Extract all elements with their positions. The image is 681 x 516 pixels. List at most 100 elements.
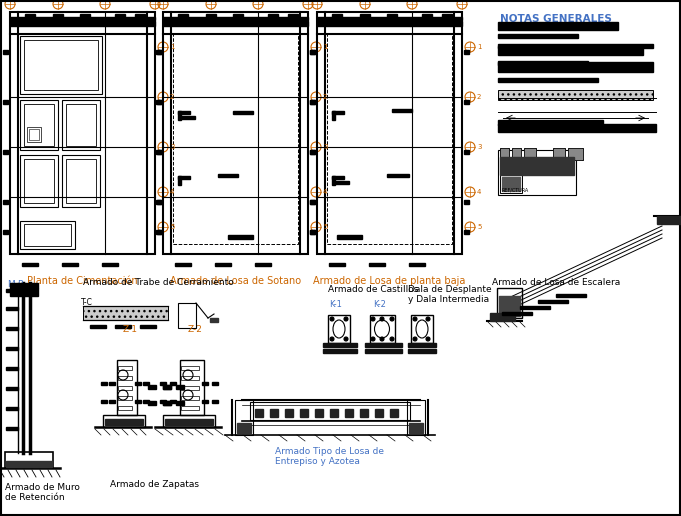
Bar xyxy=(143,400,149,403)
Bar xyxy=(20,221,75,249)
Bar xyxy=(103,415,145,427)
Text: 5: 5 xyxy=(477,224,481,230)
Bar xyxy=(497,288,522,318)
Bar xyxy=(62,263,78,266)
Bar xyxy=(181,396,199,400)
Bar xyxy=(29,129,39,140)
Bar xyxy=(24,40,98,90)
Bar xyxy=(330,409,338,417)
Bar xyxy=(24,104,54,146)
Bar xyxy=(181,376,199,380)
Bar xyxy=(6,407,18,410)
Bar xyxy=(235,400,253,435)
Circle shape xyxy=(380,317,384,321)
Bar xyxy=(500,175,522,193)
Bar xyxy=(24,224,71,246)
Bar xyxy=(66,159,96,203)
Bar xyxy=(408,349,436,353)
Bar xyxy=(118,366,132,370)
Text: Armado de Muro
de Retención: Armado de Muro de Retención xyxy=(5,483,80,503)
Bar xyxy=(62,155,100,207)
Bar xyxy=(464,150,469,154)
Bar xyxy=(569,149,582,159)
Text: Armado Tipo de Losa de
Entrepiso y Azotea: Armado Tipo de Losa de Entrepiso y Azote… xyxy=(275,447,384,466)
Bar xyxy=(255,263,271,266)
Bar xyxy=(498,22,618,30)
Text: 3: 3 xyxy=(323,144,328,150)
Circle shape xyxy=(413,317,417,321)
Circle shape xyxy=(371,317,375,321)
Bar xyxy=(392,109,412,112)
Bar xyxy=(464,230,469,234)
Bar xyxy=(105,419,143,425)
Bar xyxy=(317,21,462,26)
Bar xyxy=(178,111,190,114)
Bar xyxy=(3,230,8,234)
Text: T-C: T-C xyxy=(81,298,93,307)
Bar xyxy=(498,120,603,125)
Bar xyxy=(498,78,598,82)
Bar xyxy=(22,263,38,266)
Bar xyxy=(500,157,574,175)
Bar xyxy=(156,200,161,204)
Bar xyxy=(310,100,315,104)
Bar xyxy=(317,12,462,254)
Circle shape xyxy=(330,337,334,341)
Bar xyxy=(360,409,368,417)
Bar xyxy=(499,296,520,316)
Bar xyxy=(135,400,141,403)
Bar xyxy=(407,400,425,435)
Text: Z-1: Z-1 xyxy=(123,325,138,334)
Bar xyxy=(156,150,161,154)
Bar xyxy=(202,400,208,403)
Bar xyxy=(6,387,18,390)
Text: 1: 1 xyxy=(170,44,174,50)
Bar xyxy=(310,200,315,204)
Bar xyxy=(181,116,195,119)
Bar xyxy=(157,230,162,234)
Bar xyxy=(218,174,238,177)
Bar xyxy=(180,360,204,415)
Bar xyxy=(310,200,315,204)
Circle shape xyxy=(118,370,128,380)
Bar xyxy=(250,402,410,420)
Bar xyxy=(118,386,132,390)
Circle shape xyxy=(118,390,128,400)
Bar xyxy=(310,50,315,54)
Bar xyxy=(370,315,395,343)
Bar xyxy=(24,159,54,203)
Text: Armado de Losa de Sotano: Armado de Losa de Sotano xyxy=(170,276,301,286)
Bar xyxy=(464,50,469,54)
Bar xyxy=(163,385,171,389)
Text: 4: 4 xyxy=(477,189,481,195)
Bar xyxy=(3,50,8,54)
Bar xyxy=(409,423,423,433)
Bar xyxy=(6,289,18,292)
Bar xyxy=(3,200,8,204)
Bar xyxy=(109,382,115,385)
Bar xyxy=(288,14,298,18)
Bar xyxy=(160,400,166,403)
Bar xyxy=(163,21,308,26)
Circle shape xyxy=(183,390,193,400)
Bar xyxy=(10,12,155,254)
Bar xyxy=(27,127,41,142)
Bar xyxy=(163,12,308,254)
Circle shape xyxy=(330,317,334,321)
Bar xyxy=(115,325,131,328)
Bar xyxy=(109,400,115,403)
Bar xyxy=(332,111,344,114)
Bar xyxy=(317,17,462,20)
Bar xyxy=(202,382,208,385)
Bar xyxy=(135,14,145,18)
Text: K-2: K-2 xyxy=(374,300,386,309)
Bar xyxy=(387,174,409,177)
Text: 2: 2 xyxy=(477,94,481,100)
Bar xyxy=(135,382,141,385)
Text: REF/CTURA: REF/CTURA xyxy=(502,188,529,193)
Circle shape xyxy=(371,337,375,341)
Bar xyxy=(5,452,53,468)
Bar xyxy=(390,409,398,417)
Bar xyxy=(409,263,425,266)
Text: Armado de Zapatas: Armado de Zapatas xyxy=(110,480,199,489)
